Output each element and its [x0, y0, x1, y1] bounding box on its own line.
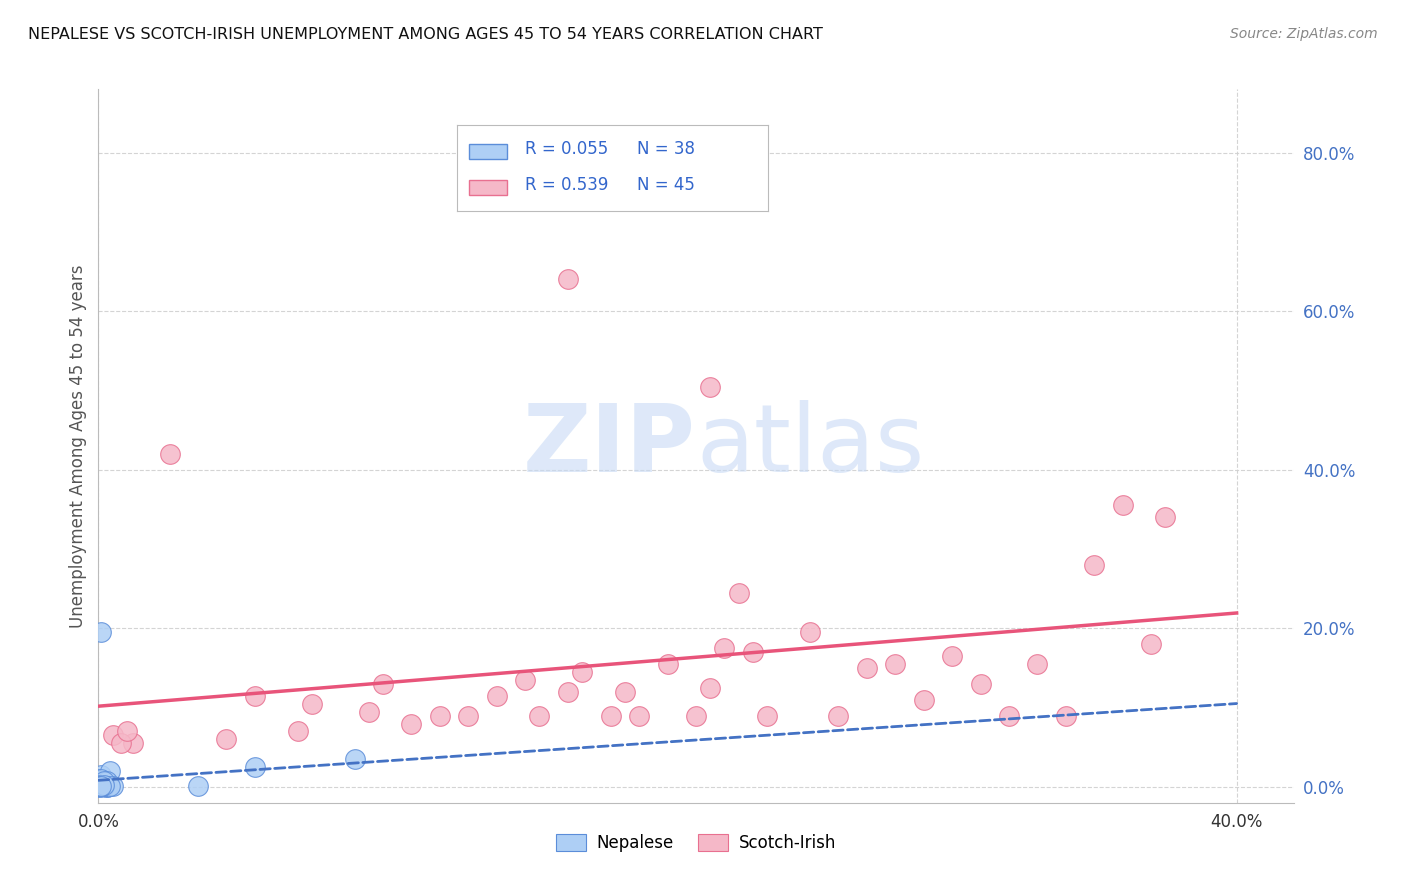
Point — [121, 736, 143, 750]
Point — [998, 708, 1021, 723]
Text: ZIP: ZIP — [523, 400, 696, 492]
Point — [657, 657, 679, 671]
Point — [756, 708, 779, 723]
Point — [87, 773, 110, 788]
Point — [90, 779, 112, 793]
Point — [855, 661, 877, 675]
Point — [243, 760, 266, 774]
Point — [1140, 637, 1163, 651]
Point — [557, 685, 579, 699]
Point — [613, 685, 636, 699]
Point — [401, 716, 423, 731]
Point — [93, 776, 115, 790]
Point — [912, 692, 935, 706]
Point — [699, 379, 721, 393]
Point — [457, 708, 479, 723]
Point — [969, 677, 991, 691]
Point — [90, 778, 112, 792]
Y-axis label: Unemployment Among Ages 45 to 54 years: Unemployment Among Ages 45 to 54 years — [69, 264, 87, 628]
Point — [93, 778, 115, 792]
Point — [96, 780, 118, 794]
Point — [713, 641, 735, 656]
Point — [87, 779, 110, 793]
Point — [1054, 708, 1077, 723]
Point — [699, 681, 721, 695]
Point — [371, 677, 394, 691]
Point — [515, 673, 537, 687]
Point — [93, 774, 115, 789]
Point — [90, 779, 112, 793]
Point — [90, 779, 112, 793]
Point — [87, 778, 110, 792]
Point — [90, 779, 112, 793]
Point — [96, 780, 118, 794]
Point — [101, 779, 124, 793]
Point — [884, 657, 907, 671]
Point — [215, 732, 238, 747]
Point — [98, 764, 121, 778]
Point — [571, 665, 593, 679]
Point — [93, 779, 115, 793]
Point — [90, 780, 112, 794]
Point — [827, 708, 849, 723]
Point — [93, 779, 115, 793]
Point — [96, 774, 118, 789]
Point — [159, 447, 181, 461]
Point — [87, 779, 110, 793]
Point — [98, 779, 121, 793]
Point — [685, 708, 707, 723]
Point — [87, 778, 110, 792]
Point — [628, 708, 651, 723]
Point — [93, 778, 115, 792]
Point — [799, 625, 821, 640]
Point — [90, 779, 112, 793]
Point — [429, 708, 451, 723]
Point — [90, 625, 112, 640]
Point — [1026, 657, 1049, 671]
Point — [941, 649, 963, 664]
Point — [557, 272, 579, 286]
Text: atlas: atlas — [696, 400, 924, 492]
Point — [357, 705, 380, 719]
Point — [485, 689, 508, 703]
Point — [727, 585, 749, 599]
Point — [101, 728, 124, 742]
Point — [90, 768, 112, 782]
Point — [110, 736, 132, 750]
Point — [93, 779, 115, 793]
Point — [87, 780, 110, 794]
Point — [529, 708, 551, 723]
Point — [90, 772, 112, 786]
Point — [187, 779, 209, 793]
Point — [301, 697, 323, 711]
Point — [93, 779, 115, 793]
Point — [243, 689, 266, 703]
Point — [90, 779, 112, 793]
Point — [599, 708, 621, 723]
Point — [93, 778, 115, 792]
Point — [87, 779, 110, 793]
Legend: Nepalese, Scotch-Irish: Nepalese, Scotch-Irish — [550, 827, 842, 859]
Point — [1154, 510, 1177, 524]
Point — [741, 645, 763, 659]
Text: NEPALESE VS SCOTCH-IRISH UNEMPLOYMENT AMONG AGES 45 TO 54 YEARS CORRELATION CHAR: NEPALESE VS SCOTCH-IRISH UNEMPLOYMENT AM… — [28, 27, 823, 42]
Point — [87, 778, 110, 792]
Text: Source: ZipAtlas.com: Source: ZipAtlas.com — [1230, 27, 1378, 41]
Point — [115, 724, 138, 739]
Point — [1112, 499, 1135, 513]
Point — [287, 724, 309, 739]
Point — [87, 772, 110, 786]
Point — [343, 752, 366, 766]
Point — [1083, 558, 1105, 572]
